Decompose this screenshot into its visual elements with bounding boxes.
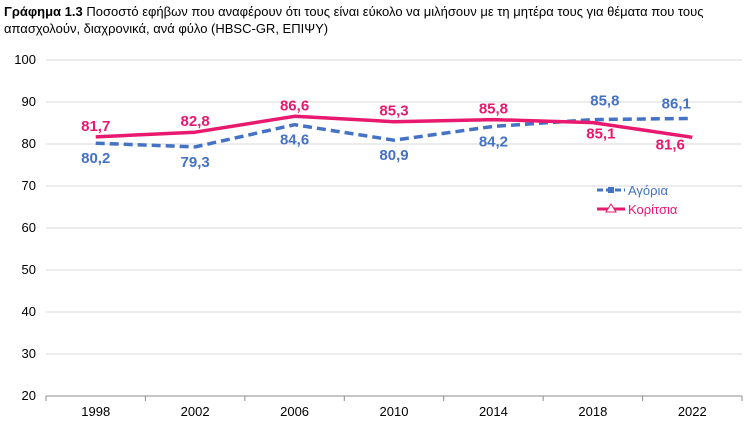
data-label: 84,6: [280, 132, 309, 149]
data-label: 80,2: [81, 150, 110, 167]
series-lines: [95, 114, 693, 149]
y-tick-label: 30: [22, 346, 36, 361]
legend-label: Κορίτσια: [628, 202, 678, 217]
x-tick-label: 2018: [578, 404, 607, 419]
legend: Αγόρια Κορίτσια: [597, 183, 678, 217]
data-label: 86,1: [662, 95, 691, 112]
y-tick-label: 80: [22, 136, 36, 151]
data-label: 80,9: [379, 147, 408, 164]
grid-lines: [46, 59, 742, 397]
x-tick-label: 2002: [181, 404, 210, 419]
chart-title-text: Ποσοστό εφήβων που αναφέρουν ότι τους εί…: [4, 4, 704, 36]
y-tick-label: 100: [14, 52, 36, 67]
data-label: 85,1: [586, 126, 615, 143]
y-axis: 20 30 40 50 60 70 80 90 100: [14, 52, 36, 403]
data-label: 79,3: [181, 154, 210, 171]
data-label: 84,2: [479, 133, 508, 150]
data-label: 81,6: [656, 136, 685, 153]
x-tick-label: 2006: [280, 404, 309, 419]
data-label: 85,8: [590, 93, 619, 110]
x-tick-label: 2010: [380, 404, 409, 419]
x-tick-label: 1998: [81, 404, 110, 419]
chart-title-number: Γράφημα 1.3: [4, 4, 83, 19]
data-labels: 80,2 79,3 84,6 80,9 84,2 85,8 86,1 81,7 82,8 86,6…: [81, 93, 691, 171]
x-tick-label: 2014: [479, 404, 508, 419]
data-label: 85,3: [379, 103, 408, 120]
y-tick-label: 90: [22, 94, 36, 109]
legend-marker-square-icon: [608, 187, 614, 193]
x-tick-label: 2022: [678, 404, 707, 419]
y-tick-label: 20: [22, 388, 36, 403]
y-tick-label: 40: [22, 304, 36, 319]
data-label: 81,7: [81, 118, 110, 135]
y-tick-label: 50: [22, 262, 36, 277]
y-tick-label: 70: [22, 178, 36, 193]
data-label: 86,6: [280, 97, 309, 114]
legend-label: Αγόρια: [628, 183, 668, 198]
chart-title: Γράφημα 1.3 Ποσοστό εφήβων που αναφέρουν…: [4, 3, 744, 37]
x-axis: 1998 2002 2006 2010 2014 2018 2022: [45, 396, 743, 419]
y-tick-label: 60: [22, 220, 36, 235]
data-label: 82,8: [181, 113, 210, 130]
legend-marker-triangle-icon: [605, 203, 617, 213]
data-label: 85,8: [479, 101, 508, 118]
